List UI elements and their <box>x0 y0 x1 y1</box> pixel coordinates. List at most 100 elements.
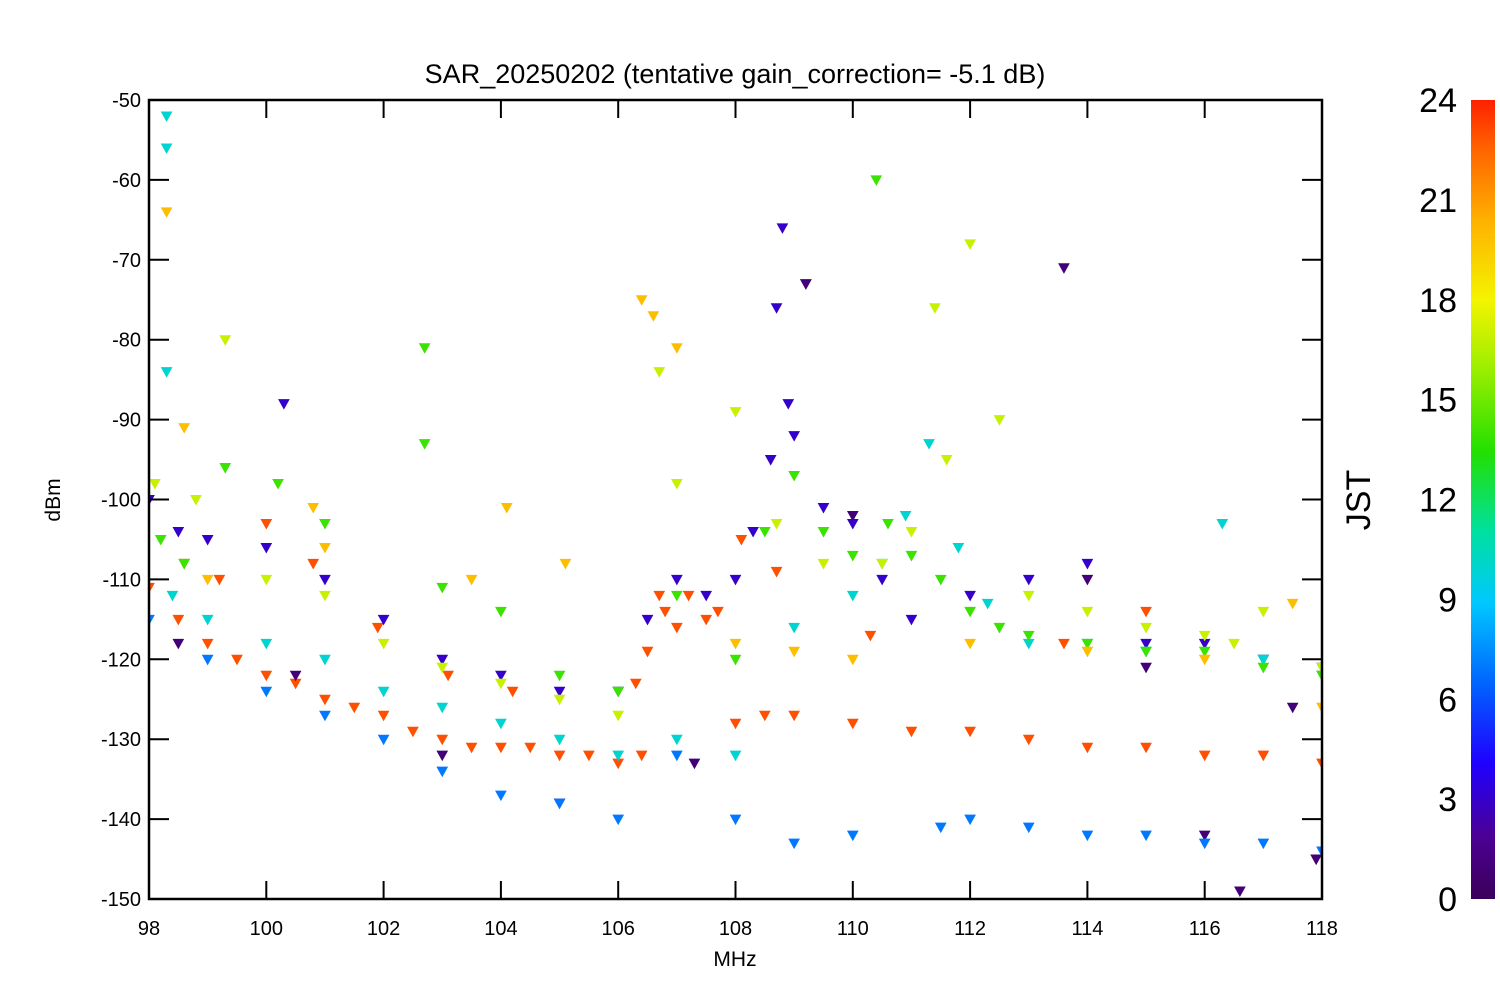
data-point <box>612 686 625 698</box>
y-tick-label: -120 <box>101 649 141 671</box>
data-point <box>319 518 331 530</box>
colorbar-tick-label: 0 <box>1438 881 1457 919</box>
data-point <box>671 734 683 746</box>
data-point <box>729 718 742 730</box>
data-point <box>1257 662 1270 674</box>
data-point <box>307 502 320 514</box>
data-point <box>905 550 918 562</box>
y-tick-label: -80 <box>112 330 141 352</box>
data-point <box>348 702 361 714</box>
data-point <box>201 614 214 626</box>
colorbar-label: JST <box>1340 470 1378 530</box>
data-point <box>641 646 654 658</box>
data-point <box>436 582 449 594</box>
data-point <box>747 526 759 538</box>
data-point <box>371 622 384 634</box>
data-point <box>864 630 877 642</box>
data-point <box>213 574 226 586</box>
data-point <box>1081 574 1094 586</box>
data-point <box>559 558 572 570</box>
data-point <box>553 734 566 746</box>
data-point <box>1228 638 1240 650</box>
data-point <box>981 598 994 610</box>
data-point <box>319 590 331 602</box>
data-point <box>160 143 173 154</box>
data-point <box>319 710 331 722</box>
x-axis-label: MHz <box>713 948 756 971</box>
data-point <box>1198 838 1211 850</box>
data-point <box>289 670 302 682</box>
data-point <box>934 822 947 834</box>
data-point <box>682 590 695 602</box>
data-point <box>1140 646 1152 658</box>
data-point <box>319 694 331 706</box>
data-point <box>1257 838 1270 850</box>
data-point <box>671 750 683 762</box>
data-point <box>788 710 800 722</box>
data-point <box>647 311 660 322</box>
data-point <box>418 343 431 354</box>
data-point <box>817 526 830 538</box>
data-point <box>1140 622 1152 634</box>
y-tick-label: -100 <box>101 490 141 512</box>
colorbar-tick-label: 15 <box>1419 382 1457 420</box>
data-point <box>1081 638 1094 650</box>
data-point <box>319 542 331 554</box>
colorbar-tick-label: 18 <box>1419 282 1457 320</box>
colorbar-tick-label: 6 <box>1438 681 1457 719</box>
data-point <box>1257 750 1270 762</box>
data-point <box>993 622 1006 634</box>
x-tick-label: 108 <box>719 918 752 940</box>
data-point <box>846 510 859 522</box>
data-point <box>1257 654 1270 666</box>
data-point <box>612 750 625 762</box>
data-point <box>964 239 976 250</box>
colorbar <box>1471 100 1495 899</box>
data-point <box>671 343 683 354</box>
data-point <box>553 686 566 698</box>
data-point <box>1022 630 1035 642</box>
data-point <box>782 399 795 410</box>
colorbar-tick-label: 24 <box>1419 82 1457 120</box>
x-axis: 98 100 102 104 106 108 110 112 114 116 118 <box>138 100 1338 940</box>
data-point <box>190 495 202 506</box>
data-point <box>495 742 507 754</box>
data-point <box>671 590 683 602</box>
data-point <box>319 654 331 666</box>
data-point <box>1022 734 1035 746</box>
data-point <box>260 638 273 650</box>
data-point <box>172 638 185 650</box>
data-point <box>964 814 976 826</box>
data-point <box>776 223 789 234</box>
data-point <box>934 574 947 586</box>
data-point <box>260 542 273 554</box>
x-tick-label: 110 <box>837 918 869 940</box>
data-point <box>154 534 167 546</box>
data-point <box>201 654 214 666</box>
x-tick-label: 104 <box>484 918 517 940</box>
colorbar-tick-label: 9 <box>1438 581 1457 619</box>
colorbar-tick-label: 12 <box>1419 482 1457 520</box>
data-point <box>817 558 830 570</box>
plot-frame <box>147 98 1324 901</box>
data-point <box>729 407 742 418</box>
data-point <box>166 590 179 602</box>
data-point <box>495 678 507 690</box>
y-tick-label: -110 <box>102 569 141 591</box>
data-point <box>923 439 935 450</box>
data-point <box>846 654 859 666</box>
data-point <box>1198 646 1211 658</box>
data-point <box>700 590 713 602</box>
data-point <box>377 710 390 722</box>
data-point <box>1286 598 1299 610</box>
data-point <box>770 303 783 314</box>
x-tick-label: 118 <box>1306 918 1338 940</box>
y-tick-label: -150 <box>101 889 141 911</box>
data-point <box>800 279 812 290</box>
data-point <box>178 558 191 570</box>
data-point <box>1286 702 1299 714</box>
data-point <box>500 502 513 514</box>
data-point <box>612 710 625 722</box>
y-tick-label: -50 <box>112 90 141 112</box>
data-point <box>964 606 976 618</box>
